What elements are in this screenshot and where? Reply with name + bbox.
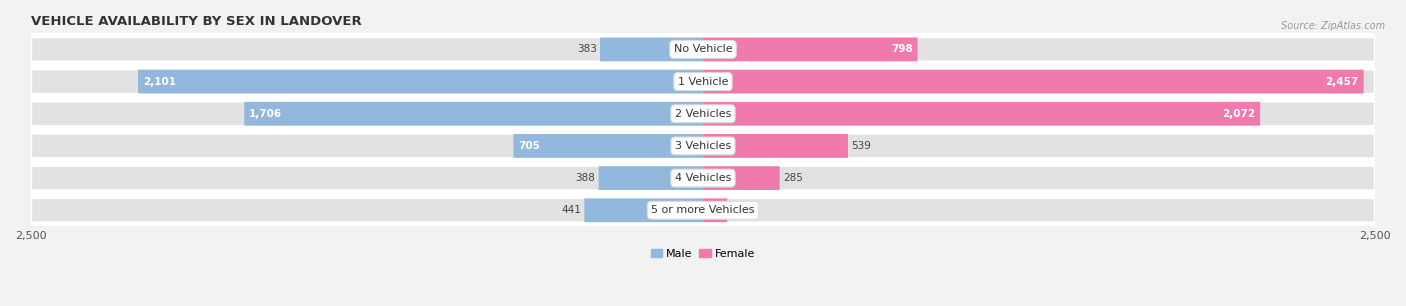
FancyBboxPatch shape (22, 65, 1384, 98)
FancyBboxPatch shape (599, 166, 703, 190)
Text: No Vehicle: No Vehicle (673, 44, 733, 54)
Text: 1 Vehicle: 1 Vehicle (678, 76, 728, 87)
FancyBboxPatch shape (22, 162, 1384, 194)
FancyBboxPatch shape (31, 133, 1375, 159)
FancyBboxPatch shape (31, 166, 1375, 191)
FancyBboxPatch shape (31, 101, 1375, 126)
FancyBboxPatch shape (31, 37, 1375, 62)
Text: 90: 90 (731, 205, 744, 215)
Text: 798: 798 (891, 44, 912, 54)
FancyBboxPatch shape (31, 198, 1375, 223)
FancyBboxPatch shape (22, 98, 1384, 130)
FancyBboxPatch shape (703, 38, 918, 61)
Text: VEHICLE AVAILABILITY BY SEX IN LANDOVER: VEHICLE AVAILABILITY BY SEX IN LANDOVER (31, 15, 361, 28)
Text: 1,706: 1,706 (249, 109, 283, 119)
FancyBboxPatch shape (22, 194, 1384, 226)
Text: 705: 705 (519, 141, 540, 151)
FancyBboxPatch shape (31, 69, 1375, 94)
FancyBboxPatch shape (245, 102, 703, 126)
Legend: Male, Female: Male, Female (647, 244, 759, 263)
FancyBboxPatch shape (703, 102, 1260, 126)
Text: 5 or more Vehicles: 5 or more Vehicles (651, 205, 755, 215)
FancyBboxPatch shape (703, 198, 727, 222)
Text: 388: 388 (575, 173, 596, 183)
Text: 2,457: 2,457 (1326, 76, 1358, 87)
Text: 285: 285 (783, 173, 803, 183)
FancyBboxPatch shape (585, 198, 703, 222)
FancyBboxPatch shape (22, 33, 1384, 65)
FancyBboxPatch shape (600, 38, 703, 61)
Text: 2,072: 2,072 (1222, 109, 1256, 119)
Text: 3 Vehicles: 3 Vehicles (675, 141, 731, 151)
Text: 2 Vehicles: 2 Vehicles (675, 109, 731, 119)
FancyBboxPatch shape (703, 70, 1364, 94)
Text: Source: ZipAtlas.com: Source: ZipAtlas.com (1281, 21, 1385, 32)
FancyBboxPatch shape (22, 130, 1384, 162)
Text: 383: 383 (576, 44, 596, 54)
Text: 2,101: 2,101 (143, 76, 176, 87)
FancyBboxPatch shape (703, 166, 780, 190)
Text: 4 Vehicles: 4 Vehicles (675, 173, 731, 183)
FancyBboxPatch shape (138, 70, 703, 94)
FancyBboxPatch shape (513, 134, 703, 158)
FancyBboxPatch shape (703, 134, 848, 158)
Text: 441: 441 (561, 205, 581, 215)
Text: 539: 539 (851, 141, 872, 151)
